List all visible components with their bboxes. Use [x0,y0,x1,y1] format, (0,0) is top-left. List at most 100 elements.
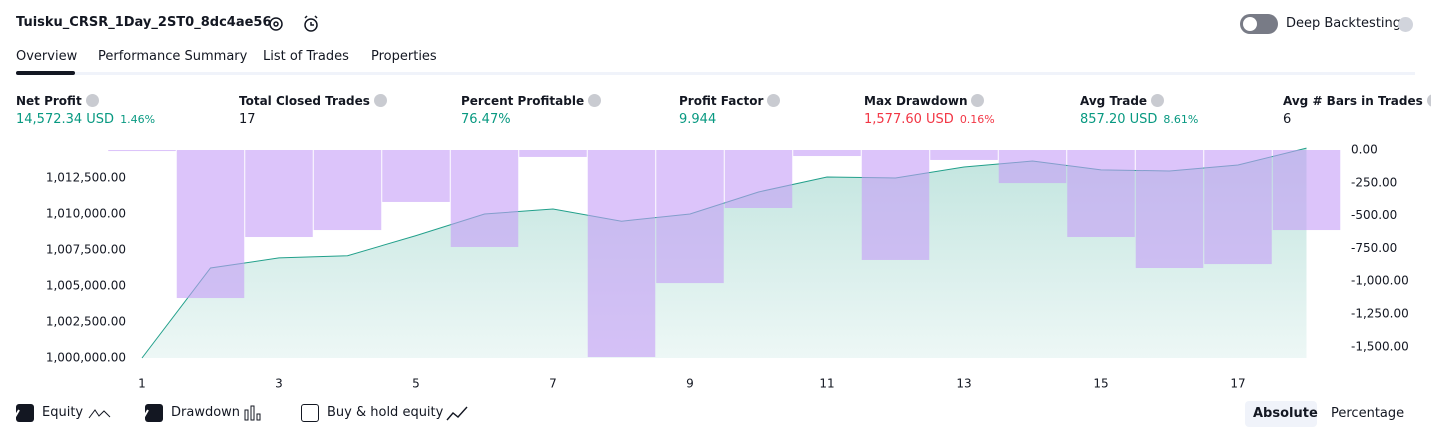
metric-label: Percent Profitable [461,94,602,108]
legend-label: Buy & hold equity [327,405,444,420]
metric-label-text: Total Closed Trades [239,94,370,108]
drawdown-bar [108,150,176,152]
drawdown-checkbox[interactable] [145,404,163,422]
x-tick-label: 15 [1093,377,1108,391]
tab[interactable]: List of Trades [263,49,349,64]
y2-tick-label: -750.00 [1351,241,1397,255]
info-icon [767,94,781,107]
x-tick-label: 1 [138,377,146,391]
metric-label-text: Max Drawdown [864,94,968,108]
metric-label: Avg # Bars in Trades [1283,94,1431,108]
info-icon [85,94,99,107]
y2-tick-label: -1,250.00 [1351,307,1409,321]
tab-indicator [16,71,75,75]
x-tick-label: 7 [549,377,557,391]
tab[interactable]: Performance Summary [98,49,248,64]
tab[interactable]: Properties [371,49,437,64]
info-icon [588,94,602,107]
y2-tick-label: -1,000.00 [1351,274,1409,288]
metric-label-text: Profit Factor [679,94,764,108]
legend-label: Equity [42,405,84,420]
y-tick-label: 1,005,000.00 [46,278,126,292]
strategy-title: Tuisku_CRSR_1Day_2ST0_8dc4ae56 [16,15,272,30]
deep-backtesting-label: Deep Backtesting [1286,16,1402,31]
metric-percent: 1.46% [120,113,156,126]
help-icon[interactable] [1398,17,1413,32]
drawdown-bar [587,150,656,358]
metric-label: Avg Trade [1080,94,1165,108]
metric-label-text: Avg Trade [1080,94,1148,108]
metric-percent: 0.16% [959,113,995,126]
info-icon [1426,94,1431,107]
metric-value: 14,572.34 USD 1.46% [16,112,155,127]
drawdown-bar [930,150,998,160]
drawdown-bar [656,150,724,284]
metric-percent: 8.61% [1163,113,1199,126]
metric-value: 6 [1283,112,1291,127]
metric-value-text: 6 [1283,112,1292,127]
metric-label-text: Avg # Bars in Trades [1283,94,1423,108]
info-icon [971,94,985,107]
metric-value: 857.20 USD 8.61% [1080,112,1198,127]
metric-value: 17 [239,112,256,127]
info-icon [373,94,387,107]
drawdown-bar [861,150,930,260]
tab[interactable]: Overview [16,49,78,64]
equity-area [142,148,1307,358]
legend-label: Drawdown [171,405,241,420]
y-tick-label: 1,012,500.00 [46,170,126,184]
y-tick-label: 1,000,000.00 [46,351,126,365]
info-icon [1151,94,1165,107]
absolute-button[interactable] [1245,401,1317,427]
buy-hold-checkbox[interactable] [301,404,319,422]
x-tick-label: 9 [686,377,694,391]
y2-tick-label: -250.00 [1351,175,1397,189]
metric-label: Net Profit [16,94,99,108]
y2-tick-label: 0.00 [1351,143,1378,157]
metric-label: Total Closed Trades [239,94,387,108]
drawdown-bar [1272,150,1341,231]
metric-value: 76.47% [461,112,511,127]
metric-label-text: Net Profit [16,94,82,108]
drawdown-bar [313,150,382,231]
metric-label: Profit Factor [679,94,781,108]
x-tick-label: 13 [956,377,971,391]
metric-value-text: 76.47% [461,112,511,127]
drawdown-bar [1067,150,1135,238]
drawdown-bar [724,150,793,209]
metric-value-text: 857.20 USD [1080,112,1158,127]
y-tick-label: 1,010,000.00 [46,206,126,220]
x-tick-label: 11 [819,377,834,391]
drawdown-bar [519,150,587,157]
y2-tick-label: -500.00 [1351,208,1397,222]
metric-value-text: 9.944 [679,112,717,127]
y2-tick-label: -1,500.00 [1351,339,1409,353]
percentage-button[interactable]: Percentage [1331,406,1405,421]
metric-label-text: Percent Profitable [461,94,585,108]
y-tick-label: 1,007,500.00 [46,242,126,256]
legend-icons [13,405,468,421]
metric-label: Max Drawdown [864,94,985,108]
drawdown-bar [450,150,519,247]
equity-checkbox[interactable] [16,404,34,422]
y-tick-label: 1,002,500.00 [46,314,126,328]
drawdown-bar [1135,150,1204,268]
absolute-label: Absolute [1253,406,1318,421]
drawdown-bar [998,150,1067,184]
drawdown-bar [382,150,450,202]
x-tick-label: 17 [1230,377,1245,391]
deep-backtesting-toggle[interactable] [1240,14,1278,34]
x-tick-label: 3 [275,377,283,391]
metric-value-text: 1,577.60 USD [864,112,954,127]
metric-value: 9.944 [679,112,716,127]
drawdown-bar [176,150,245,299]
drawdown-bar [1204,150,1272,265]
metric-value: 1,577.60 USD 0.16% [864,112,995,127]
metric-value-text: 17 [239,112,256,127]
drawdown-bar [793,150,861,157]
header-icons[interactable] [266,14,326,34]
tab-divider [16,72,1415,75]
x-tick-label: 5 [412,377,420,391]
